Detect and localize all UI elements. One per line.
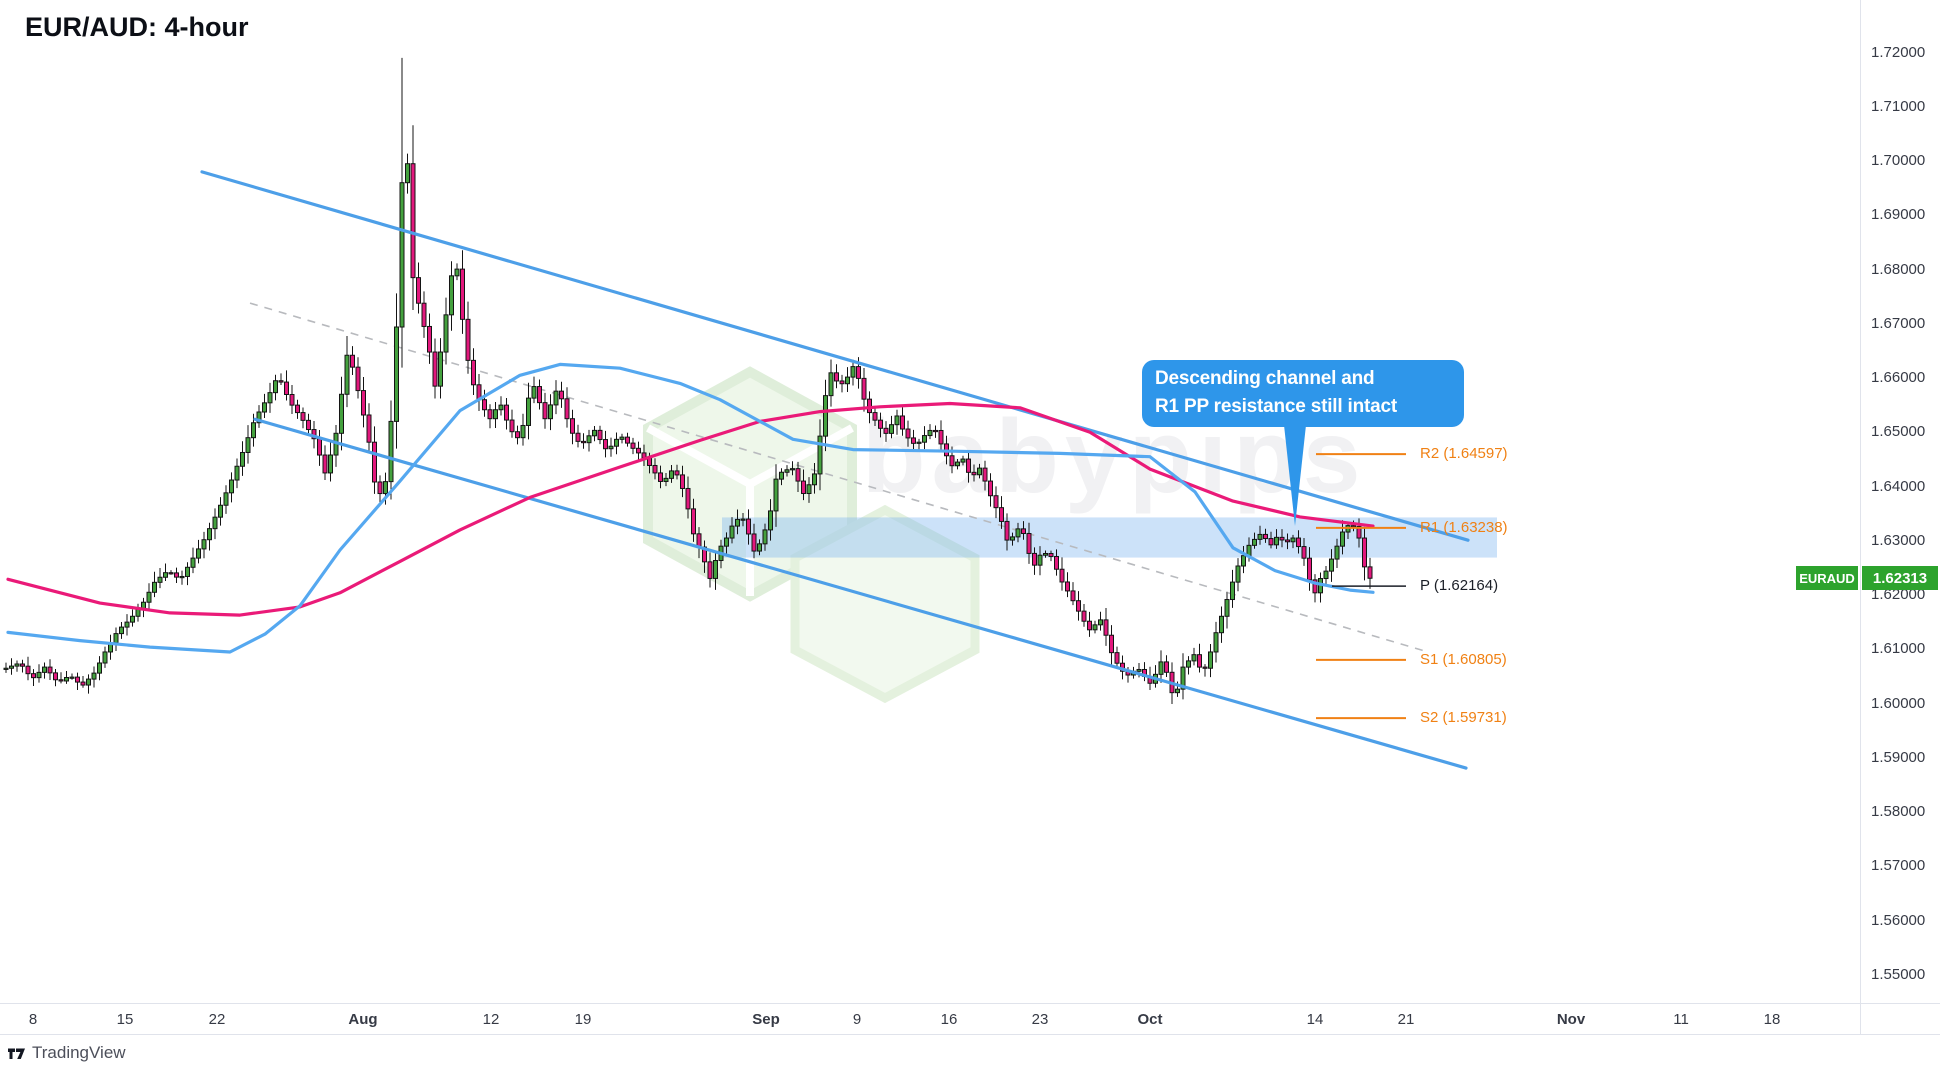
annotation-callout[interactable]: Descending channel and R1 PP resistance … bbox=[1142, 360, 1464, 427]
callout-line-2: R1 PP resistance still intact bbox=[1155, 396, 1398, 417]
last-price-badge: 1.62313 bbox=[1862, 566, 1938, 590]
pivot-label-R2: R2 (1.64597) bbox=[1420, 445, 1508, 463]
time-axis-label: Aug bbox=[348, 1011, 378, 1028]
pivot-label-P: P (1.62164) bbox=[1420, 577, 1499, 595]
price-axis-label: 1.60000 bbox=[1871, 694, 1926, 712]
time-axis-label: 18 bbox=[1763, 1011, 1781, 1028]
time-axis-label: 12 bbox=[482, 1011, 500, 1028]
price-axis-label: 1.56000 bbox=[1871, 911, 1926, 929]
pivot-label-S2: S2 (1.59731) bbox=[1420, 709, 1507, 727]
price-axis-label: 1.62000 bbox=[1871, 586, 1926, 603]
time-axis-label: Oct bbox=[1137, 1011, 1163, 1028]
time-axis-label: 22 bbox=[208, 1011, 226, 1028]
tradingview-logo[interactable]: TradingView bbox=[8, 1042, 126, 1064]
resistance-zone bbox=[722, 517, 1497, 558]
price-axis-border bbox=[1860, 0, 1861, 1034]
time-axis-border-bottom bbox=[0, 1034, 1940, 1035]
price-axis-label: 1.70000 bbox=[1871, 152, 1926, 169]
time-axis-label: 14 bbox=[1306, 1011, 1324, 1028]
time-axis-label: 23 bbox=[1031, 1011, 1049, 1028]
price-axis-label: 1.72000 bbox=[1871, 43, 1926, 61]
pivot-label-R1: R1 (1.63238) bbox=[1420, 518, 1508, 536]
time-axis-label: 19 bbox=[574, 1011, 592, 1028]
time-axis-label: Sep bbox=[752, 1011, 780, 1028]
price-axis-label: 1.67000 bbox=[1871, 314, 1926, 332]
callout-line-1: Descending channel and bbox=[1155, 368, 1375, 389]
price-axis-label: 1.58000 bbox=[1871, 803, 1926, 820]
channel-upper-line bbox=[200, 170, 1470, 542]
price-axis-label: 1.64000 bbox=[1871, 477, 1926, 495]
time-axis-label: 8 bbox=[28, 1011, 38, 1028]
time-axis-label: Nov bbox=[1556, 1011, 1586, 1028]
time-axis-label: 21 bbox=[1397, 1011, 1415, 1028]
price-axis-label: 1.61000 bbox=[1871, 640, 1926, 658]
price-axis-label: 1.63000 bbox=[1871, 531, 1926, 549]
time-axis-label: 16 bbox=[940, 1011, 958, 1028]
time-axis-label: 11 bbox=[1673, 1011, 1689, 1028]
price-axis-label: 1.68000 bbox=[1871, 260, 1926, 278]
time-axis-label: 15 bbox=[116, 1011, 134, 1028]
tradingview-mark-icon bbox=[8, 1048, 25, 1059]
page-title: EUR/AUD: 4-hour bbox=[25, 12, 249, 42]
price-axis-label: 1.69000 bbox=[1871, 206, 1926, 224]
price-axis-label: 1.65000 bbox=[1871, 423, 1926, 441]
symbol-badge: EURAUD bbox=[1796, 566, 1858, 590]
price-axis-label: 1.59000 bbox=[1871, 748, 1926, 766]
pivot-label-S1: S1 (1.60805) bbox=[1420, 650, 1507, 668]
time-axis-label: 9 bbox=[852, 1011, 862, 1028]
annotation-callout-tail bbox=[1284, 425, 1306, 526]
price-axis-label: 1.57000 bbox=[1871, 857, 1926, 875]
time-axis-border-top bbox=[0, 1003, 1940, 1004]
price-axis-label: 1.66000 bbox=[1871, 369, 1926, 386]
tradingview-brand-text: TradingView bbox=[32, 1043, 126, 1062]
price-axis-label: 1.71000 bbox=[1871, 97, 1926, 115]
price-axis-label: 1.55000 bbox=[1871, 965, 1926, 983]
